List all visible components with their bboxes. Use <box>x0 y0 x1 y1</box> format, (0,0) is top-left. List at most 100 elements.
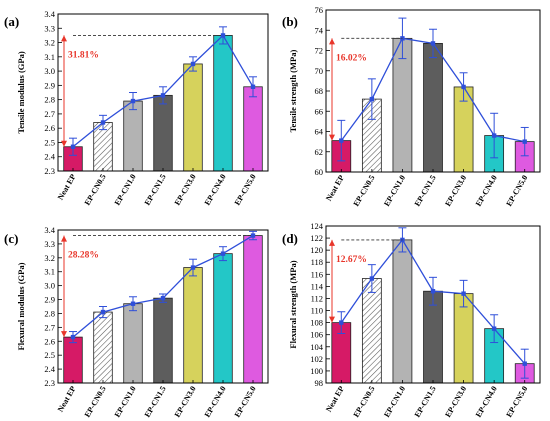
bar <box>392 239 413 384</box>
x-tick-label: Neat EP <box>324 384 346 413</box>
arrow-head-up <box>329 38 335 45</box>
y-axis-label: Tensile strength (MPa) <box>288 50 298 133</box>
y-tick-label: 3.3 <box>44 23 55 33</box>
x-tick-label: EP-CN1.0 <box>382 385 407 419</box>
x-tick-label: EP-CN0.5 <box>83 385 108 419</box>
data-point <box>400 36 405 41</box>
improvement-label: 31.81% <box>68 50 99 60</box>
data-point <box>250 84 256 89</box>
y-tick-label: 2.4 <box>44 152 55 162</box>
data-point <box>339 138 344 143</box>
bar <box>183 267 203 384</box>
data-point <box>100 309 106 315</box>
bar <box>243 86 263 172</box>
x-tick-label: EP-CN5.0 <box>504 174 529 208</box>
panel-label: (d) <box>282 231 298 246</box>
x-tick-label: EP-CN0.5 <box>352 174 377 208</box>
data-point <box>250 233 256 238</box>
x-tick-label: EP-CN4.0 <box>203 385 228 419</box>
data-point <box>369 276 375 281</box>
x-tick-label: EP-CN1.5 <box>413 385 438 419</box>
y-tick-label: 2.5 <box>44 350 55 360</box>
arrow-head-down <box>61 140 67 147</box>
x-tick-label: Neat EP <box>324 173 346 202</box>
data-point <box>430 41 436 46</box>
data-point <box>160 295 166 301</box>
x-tick-label: EP-CN3.0 <box>443 174 468 208</box>
y-tick-label: 124 <box>310 221 324 231</box>
y-tick-label: 60 <box>315 167 324 177</box>
y-tick-label: 2.7 <box>44 322 55 332</box>
y-axis-label: Flexural modulus (GPa) <box>16 262 26 350</box>
data-point <box>461 84 466 90</box>
y-tick-label: 74 <box>315 25 324 35</box>
y-tick-label: 118 <box>311 257 323 267</box>
improvement-label: 12.67% <box>336 255 367 265</box>
data-point <box>522 139 527 144</box>
bar <box>213 253 233 384</box>
y-tick-label: 2.3 <box>44 378 55 388</box>
arrow-head-down <box>61 331 67 338</box>
x-tick-label: EP-CN0.5 <box>352 385 377 419</box>
x-tick-label: EP-CN1.0 <box>113 385 138 419</box>
x-tick-label: EP-CN4.0 <box>203 173 228 207</box>
y-tick-label: 122 <box>310 233 323 243</box>
y-tick-label: 120 <box>310 245 323 255</box>
chart-panel-3: (c) 28.28% 2.3 2.4 2.5 2.6 2.7 2.8 2.9 3.0 3.1 3.2 3… <box>4 225 269 419</box>
data-point <box>70 334 76 340</box>
x-tick-label: Neat EP <box>56 384 78 413</box>
x-tick-label: EP-CN0.5 <box>83 173 108 207</box>
y-tick-label: 3.1 <box>44 52 55 62</box>
bar <box>423 43 443 173</box>
bar <box>361 278 382 384</box>
y-tick-label: 2.7 <box>44 109 55 119</box>
y-tick-label: 102 <box>310 354 323 364</box>
data-point <box>369 96 375 102</box>
y-tick-label: 3.0 <box>44 66 55 76</box>
y-tick-label: 3.1 <box>44 267 55 277</box>
y-tick-label: 3.0 <box>44 281 55 291</box>
y-tick-label: 112 <box>311 293 323 303</box>
data-point <box>339 320 344 325</box>
arrow-head-down <box>329 134 335 141</box>
improvement-label: 16.02% <box>336 53 367 63</box>
y-tick-label: 68 <box>315 86 324 96</box>
data-point <box>430 289 436 294</box>
data-point <box>190 61 196 67</box>
y-tick-label: 66 <box>315 106 324 116</box>
data-point <box>130 301 136 306</box>
chart-panel-2: (b) 16.02% 60 62 64 66 68 70 72 74 76 Tensile stren… <box>282 5 541 208</box>
x-tick-label: EP-CN1.0 <box>113 173 138 207</box>
improvement-label: 28.28% <box>68 251 99 261</box>
data-point <box>70 144 76 149</box>
y-tick-label: 116 <box>311 269 323 279</box>
y-tick-label: 76 <box>315 5 324 15</box>
arrow-head-up <box>329 239 335 246</box>
y-tick-label: 72 <box>315 46 324 56</box>
data-point <box>461 291 466 296</box>
data-point <box>130 98 136 104</box>
y-tick-label: 3.4 <box>44 225 55 235</box>
arrow-head-up <box>61 35 67 42</box>
bar <box>63 336 83 384</box>
x-tick-label: EP-CN4.0 <box>474 173 499 207</box>
data-point <box>491 326 497 331</box>
y-tick-label: 3.3 <box>44 239 55 249</box>
panel-label: (b) <box>282 14 298 29</box>
y-tick-label: 108 <box>310 318 323 328</box>
y-tick-label: 110 <box>311 306 323 316</box>
y-tick-label: 98 <box>315 378 324 388</box>
bar <box>183 63 203 172</box>
x-tick-label: EP-CN5.0 <box>233 385 258 419</box>
chart-panel-4: (d) 12.67% 98 100 102 104 106 108 110 112 114 116 11… <box>282 221 541 419</box>
data-point <box>100 120 106 125</box>
y-tick-label: 2.3 <box>44 166 55 176</box>
y-tick-label: 2.9 <box>44 295 55 305</box>
y-tick-label: 3.4 <box>44 9 55 19</box>
data-point <box>160 93 166 98</box>
bar <box>93 311 113 384</box>
data-point <box>220 33 226 38</box>
chart-panel-1: (a) 31.81% 2.3 2.4 2.5 2.6 2.7 2.8 2.9 3.0 3.1 3.2 3… <box>4 9 269 207</box>
x-tick-label: EP-CN1.5 <box>413 174 438 208</box>
x-tick-label: EP-CN5.0 <box>504 385 529 419</box>
